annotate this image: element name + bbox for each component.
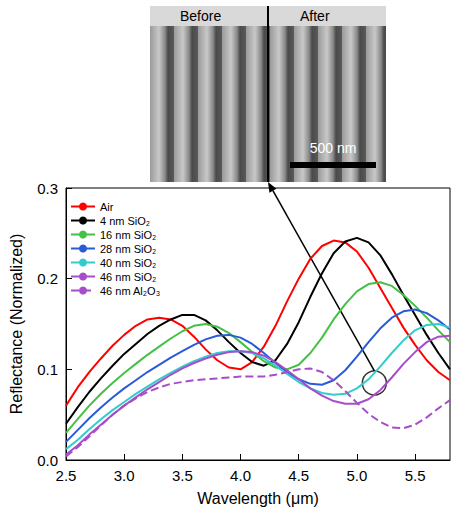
svg-text:5.5: 5.5 [405, 467, 426, 484]
svg-text:0.0: 0.0 [37, 452, 58, 469]
svg-text:4.5: 4.5 [288, 467, 309, 484]
svg-text:28 nm SiO₂: 28 nm SiO₂ [100, 243, 156, 255]
svg-text:16 nm SiO₂: 16 nm SiO₂ [100, 229, 156, 241]
svg-text:3.5: 3.5 [172, 467, 193, 484]
svg-text:4 nm SiO₂: 4 nm SiO₂ [100, 215, 150, 227]
html-text:Before: Before [180, 8, 222, 24]
html-text:After: After [300, 8, 330, 24]
svg-text:40 nm SiO₂: 40 nm SiO₂ [100, 257, 156, 269]
svg-text:Air: Air [100, 201, 114, 213]
svg-text:5.0: 5.0 [346, 467, 367, 484]
svg-text:Wavelength (μm): Wavelength (μm) [197, 490, 319, 507]
svg-text:0.1: 0.1 [37, 361, 58, 378]
svg-text:46 nm Al₂O₃: 46 nm Al₂O₃ [100, 285, 160, 297]
svg-text:4.0: 4.0 [230, 467, 251, 484]
svg-text:0.3: 0.3 [37, 180, 58, 197]
html-text:500 nm: 500 nm [309, 140, 357, 156]
svg-text:0.2: 0.2 [37, 270, 58, 287]
svg-text:Reflectance (Normalized): Reflectance (Normalized) [8, 234, 25, 415]
svg-text:3.0: 3.0 [114, 467, 135, 484]
svg-text:2.5: 2.5 [56, 467, 77, 484]
svg-text:46 nm SiO₂: 46 nm SiO₂ [100, 271, 156, 283]
